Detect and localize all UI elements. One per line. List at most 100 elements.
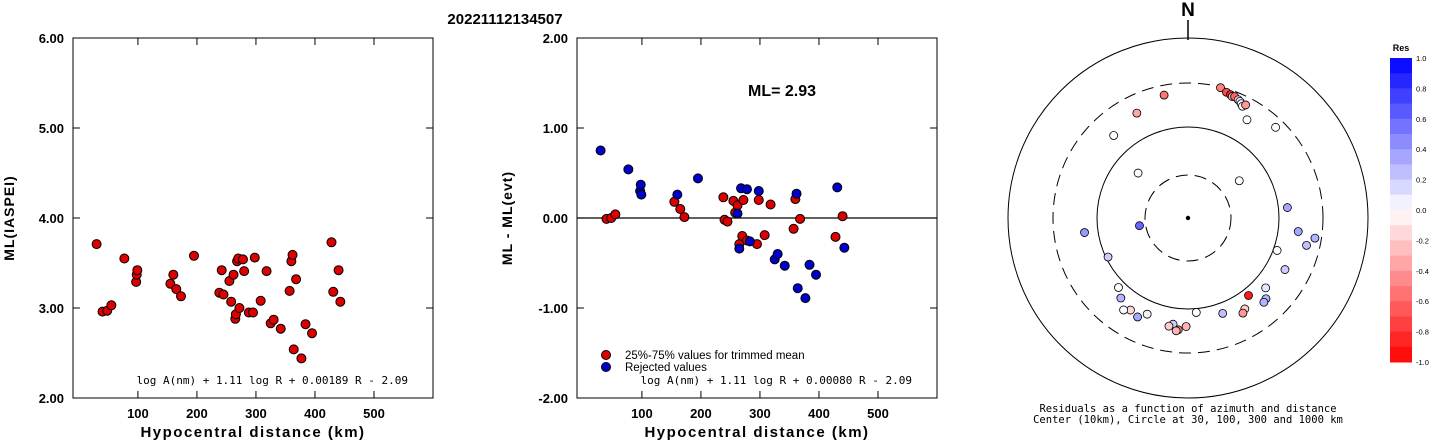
colorbar-label: -0.4	[1416, 267, 1429, 276]
data-point	[326, 237, 337, 248]
residual-colorbar: Res 1.0 0.8 0.6 0.4 0.2 0.0 -0.2 -0.4 -0.6 -0.8 -1…	[1390, 43, 1429, 367]
y-tick-label: 4.00	[39, 211, 64, 226]
ring-100km	[1096, 126, 1280, 310]
colorbar-cell	[1390, 240, 1412, 257]
station-point	[1244, 291, 1253, 300]
station-point	[1171, 326, 1181, 336]
station-point	[1242, 115, 1252, 125]
station-point	[1218, 308, 1228, 318]
data-point	[722, 216, 733, 227]
colorbar-label: 0.2	[1416, 176, 1426, 185]
axis-ticks: 100 200 300 400 500 -2.00 -1.00 0.00 1.00 2.00	[538, 31, 937, 421]
y-tick-label: -2.00	[538, 391, 568, 406]
x-tick-label: 400	[808, 406, 830, 421]
colorbar-cell	[1390, 270, 1412, 287]
station-point	[1132, 108, 1142, 118]
station-point	[1133, 168, 1143, 178]
data-point	[759, 230, 770, 241]
data-point	[239, 266, 250, 277]
station-point	[1109, 131, 1119, 140]
azimuth-distance-polar-plot: N Residuals as a function of azimuth and…	[1007, 0, 1369, 426]
data-point	[188, 250, 199, 261]
station-point	[1261, 283, 1271, 293]
colorbar-label: -0.2	[1416, 236, 1429, 245]
colorbar-cell	[1390, 301, 1412, 317]
station-point	[1119, 305, 1129, 315]
station-point	[1080, 228, 1089, 237]
colorbar-cell	[1390, 164, 1412, 181]
data-point	[106, 300, 117, 311]
data-point	[255, 295, 266, 306]
colorbar-cell	[1390, 225, 1412, 241]
data-point	[288, 344, 299, 355]
y-tick-label: 2.00	[39, 391, 64, 406]
data-point	[732, 208, 743, 219]
station-point	[1114, 283, 1123, 292]
data-point	[636, 189, 647, 200]
colorbar-cell	[1390, 73, 1412, 89]
data-point	[216, 265, 227, 276]
caption-line-2: Center (10km), Circle at 30, 100, 300 an…	[1033, 414, 1343, 426]
station-point	[1103, 252, 1113, 262]
data-point	[234, 303, 245, 313]
legend-marker-trimmed	[601, 350, 611, 360]
colorbar-cell	[1390, 179, 1412, 196]
station-point	[1280, 265, 1290, 274]
station-point	[1216, 83, 1225, 93]
colorbar-cell	[1390, 286, 1412, 302]
data-point	[333, 265, 344, 276]
station-point	[1271, 122, 1280, 132]
station-point	[1238, 308, 1248, 318]
data-point	[788, 223, 799, 234]
magnitude-vs-distance-plot: 100 200 300 400 500 2.00 3.00 4.00 5.00 6.00 log …	[1, 31, 434, 441]
y-tick-label: 0.00	[543, 211, 568, 226]
station-point	[1191, 308, 1201, 317]
residual-vs-distance-plot: 100 200 300 400 500 -2.00 -1.00 0.00 1.00 2.00 ML…	[499, 31, 938, 441]
data-point	[226, 296, 237, 307]
data-point	[171, 284, 182, 295]
legend-label-trimmed: 25%-75% values for trimmed mean	[625, 350, 805, 362]
data-point	[132, 265, 143, 276]
colorbar-title: Res	[1393, 43, 1410, 53]
data-point	[249, 252, 260, 263]
station-point	[1302, 240, 1311, 250]
y-axis-label: ML - ML(evt)	[499, 171, 515, 265]
data-point	[91, 239, 102, 250]
data-point	[837, 211, 848, 222]
station-point	[1181, 322, 1191, 331]
station-point	[1234, 176, 1244, 186]
formula-label: log A(nm) + 1.11 log R + 0.00080 R - 2.0…	[640, 374, 912, 387]
data-point	[261, 266, 272, 277]
ring-300km	[1052, 82, 1324, 354]
y-axis-label: ML(IASPEI)	[1, 175, 17, 260]
colorbar-cell	[1390, 316, 1412, 333]
data-point	[610, 209, 621, 220]
station-point	[1116, 293, 1126, 303]
data-point	[248, 307, 258, 318]
x-axis-label: Hypocentral distance (km)	[644, 424, 869, 441]
x-tick-label: 100	[631, 406, 653, 421]
station-point	[1282, 203, 1292, 212]
station-point	[1241, 100, 1251, 110]
data-point	[804, 259, 815, 270]
data-point	[772, 249, 783, 259]
axis-ticks: 100 200 300 400 500 2.00 3.00 4.00 5.00 6.00	[39, 31, 433, 421]
data-point	[275, 323, 286, 334]
station-point	[1310, 233, 1320, 243]
data-point	[623, 164, 634, 175]
colorbar-label: 1.0	[1416, 54, 1426, 63]
station-residual-points	[1080, 83, 1320, 336]
y-tick-label: 3.00	[39, 301, 64, 316]
page-title: 20221112134507	[447, 11, 562, 28]
data-point	[718, 192, 729, 203]
station-point	[1164, 321, 1174, 331]
colorbar-cell	[1390, 346, 1412, 363]
colorbar-cell	[1390, 58, 1412, 74]
legend-marker-rejected	[601, 362, 611, 372]
data-point	[692, 173, 703, 184]
colorbar-cell	[1390, 149, 1412, 165]
data-point	[335, 296, 346, 307]
colorbar-label: -1.0	[1416, 358, 1429, 367]
data-point	[287, 249, 298, 260]
legend-label-rejected: Rejected values	[625, 362, 707, 374]
